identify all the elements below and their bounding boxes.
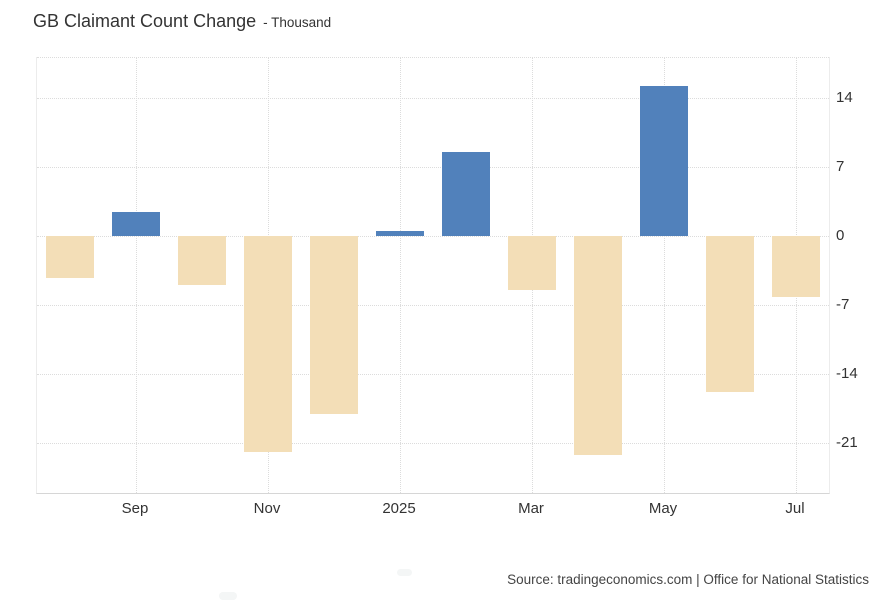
y-tick-label-0: 0 [836,227,845,245]
y-gridline-14 [37,98,829,100]
faint-pill-decoration [219,592,237,600]
plot-area [36,57,830,494]
y-gridline--21 [37,442,829,444]
y-tick-label-7: 7 [836,158,845,176]
chart-subtitle: - Thousand [263,15,332,30]
bar-may-2025[interactable] [640,85,688,237]
y-gridline--7 [37,305,829,306]
chart-title: GB Claimant Count Change [33,11,257,31]
x-tick-label-May: May [648,500,678,517]
x-gridline-Sep [136,57,137,493]
source-attribution: Source: tradingeconomics.com | Office fo… [507,572,869,587]
y-gridline-7 [37,167,829,169]
bar-jun-2025[interactable] [706,236,754,392]
x-gridline-2025 [400,57,401,493]
bar-jan-2025[interactable] [376,231,424,237]
bar-aug-2024[interactable] [46,236,94,279]
chart-header: GB Claimant Count Change - Thousand [33,11,331,32]
bar-feb-2025[interactable] [442,151,490,237]
bar-dec-2024[interactable] [310,236,358,415]
y-tick-label--14: -14 [836,364,858,382]
bar-oct-2024[interactable] [178,236,226,286]
y-tick-label-14: 14 [836,89,853,107]
bar-jul-2025[interactable] [772,236,820,298]
faint-pill-decoration [397,569,412,576]
y-gridline--14 [37,373,829,375]
bar-sep-2024[interactable] [112,211,160,237]
bar-mar-2025[interactable] [508,236,556,291]
bar-nov-2024[interactable] [244,236,292,452]
x-tick-label-2025: 2025 [382,500,416,517]
plot-top-gridline [37,57,829,58]
x-tick-label-Jul: Jul [785,500,805,517]
x-tick-label-Nov: Nov [253,500,281,517]
x-tick-label-Sep: Sep [121,500,149,517]
x-tick-label-Mar: Mar [518,500,544,517]
bar-apr-2025[interactable] [574,236,622,455]
x-gridline-May [664,57,665,493]
y-tick-label--7: -7 [836,296,850,313]
y-gridline-0 [37,236,829,238]
y-tick-label--21: -21 [836,433,858,451]
